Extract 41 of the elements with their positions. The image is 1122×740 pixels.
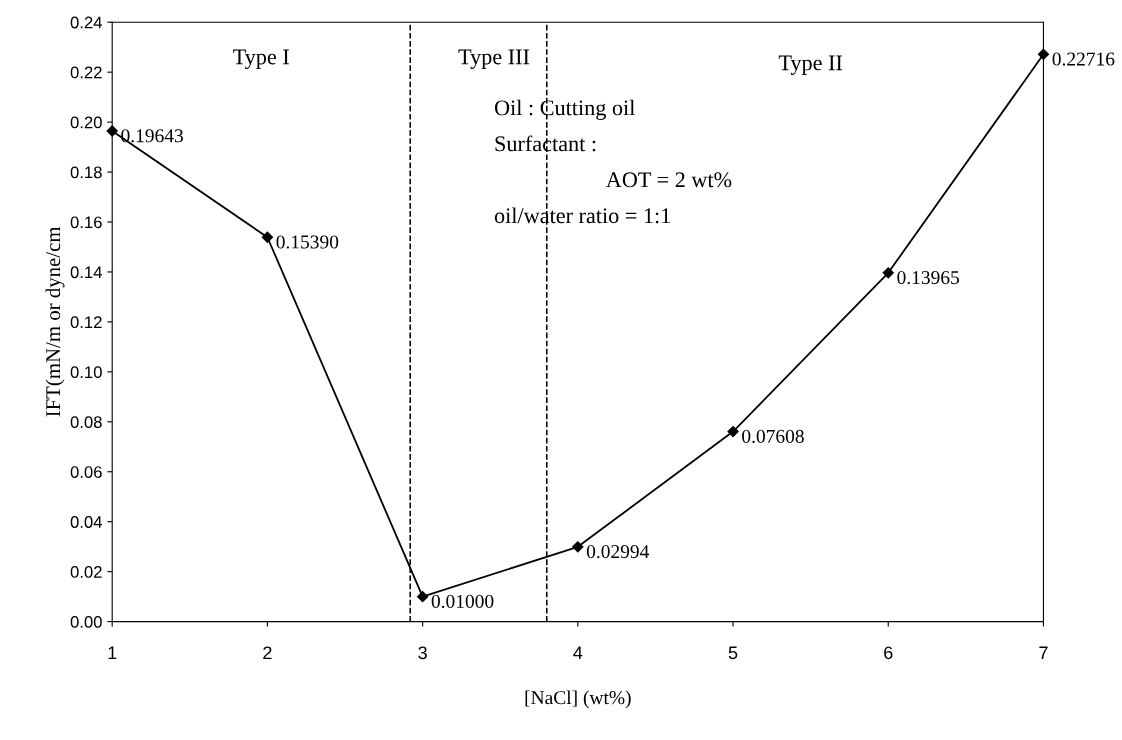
text: 0.13965 — [897, 271, 960, 285]
y-tick-label: 0.22 — [70, 66, 102, 79]
y-tick-label: 0.04 — [70, 516, 102, 528]
point — [882, 267, 894, 279]
x-tick-label: 5 — [728, 646, 738, 660]
y-tick-label: 0.12 — [70, 316, 102, 329]
y-tick-label: 0.00 — [70, 616, 102, 628]
text: 0.01000 — [431, 594, 494, 609]
y-tick-label: 0.18 — [70, 166, 102, 179]
x-tick-label: 6 — [884, 646, 893, 660]
point — [417, 591, 429, 603]
point — [727, 425, 739, 438]
text: 0.15390 — [276, 235, 339, 249]
text: 0.19643 — [121, 129, 183, 143]
y-tick-label: 0.06 — [70, 466, 102, 478]
y-tick-label: 0.02 — [70, 566, 102, 578]
y-tick-label: 0.20 — [70, 116, 102, 129]
x-tick-label: 2 — [263, 646, 272, 659]
text: 0.22716 — [1052, 52, 1115, 66]
annotation: Type III — [458, 49, 530, 69]
point — [261, 231, 274, 243]
x-tick-label: 4 — [573, 646, 583, 659]
x-tick-label: 3 — [418, 646, 427, 660]
annotation: Surfactant : — [495, 135, 596, 152]
y-tick-label: 0.24 — [70, 16, 102, 29]
x-axis-title: [NaCl] (wt%) — [525, 690, 631, 709]
text: 0.07608 — [742, 429, 804, 443]
y-tick-label: 0.16 — [70, 216, 102, 229]
point — [572, 541, 584, 553]
annotation: oil/water ratio = 1:1 — [494, 207, 670, 224]
y-tick-label: 0.08 — [70, 416, 102, 428]
text: 0.02994 — [586, 545, 650, 559]
x-tick-label: 7 — [1039, 646, 1048, 659]
y-axis-title: IFT(mN/m or dyne/cm — [45, 226, 65, 417]
x-tick-label: 1 — [108, 646, 117, 659]
annotation: AOT = 2 wt% — [605, 172, 732, 188]
y-tick-label: 0.10 — [70, 366, 102, 379]
annotation: Type I — [233, 49, 289, 69]
y-tick-label: 0.14 — [70, 266, 102, 279]
annotation: Type II — [778, 55, 843, 75]
annotation: Oil : Cutting oil — [494, 99, 635, 120]
